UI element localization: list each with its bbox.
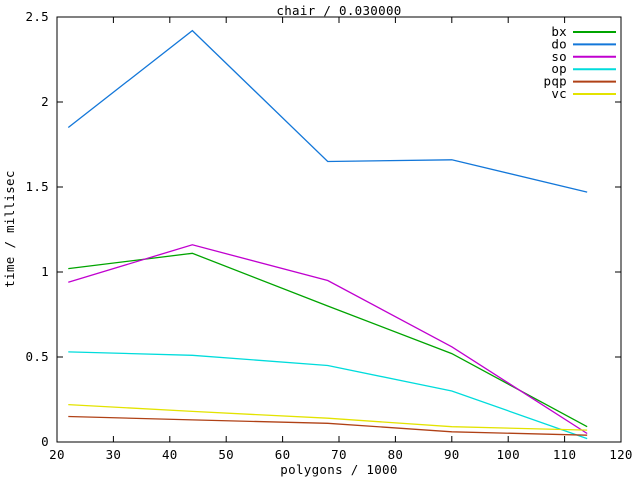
y-tick-label: 0.5 [26,349,49,364]
legend-label-bx: bx [551,24,567,39]
x-tick-label: 100 [496,447,519,462]
y-tick-label: 0 [41,434,49,449]
chart-title: chair / 0.030000 [276,3,401,18]
series-line-so [68,244,588,435]
legend-label-so: so [551,49,567,64]
axis-ticks: 20 30 40 50 60 70 80 90 100 110 120 0 0.5 1 1.5 2 2.5 [26,9,633,462]
y-tick-label: 2 [41,94,49,109]
x-axis-label: polygons / 1000 [280,462,397,477]
y-axis-label: time / millisec [2,170,17,287]
y-tick-label: 2.5 [26,9,49,24]
series-line-bx [68,252,588,428]
x-tick-label: 80 [388,447,404,462]
legend-label-vc: vc [551,86,567,101]
x-tick-label: 90 [444,447,460,462]
x-tick-label: 30 [106,447,122,462]
series-line-op [68,351,588,440]
x-tick-label: 70 [331,447,347,462]
x-tick-label: 50 [218,447,234,462]
x-tick-label: 20 [49,447,65,462]
series-line-do [67,29,588,193]
x-tick-label: 40 [162,447,178,462]
y-tick-label: 1.5 [26,179,49,194]
legend-label-pqp: pqp [544,74,567,89]
series-lines [67,29,588,440]
legend-label-op: op [551,61,567,76]
x-tick-label: 120 [609,447,632,462]
series-line-pqp [68,415,588,436]
series-line-vc [68,403,588,431]
legend-label-do: do [551,36,567,51]
x-tick-label: 110 [553,447,576,462]
x-tick-label: 60 [275,447,291,462]
y-tick-label: 1 [41,264,49,279]
